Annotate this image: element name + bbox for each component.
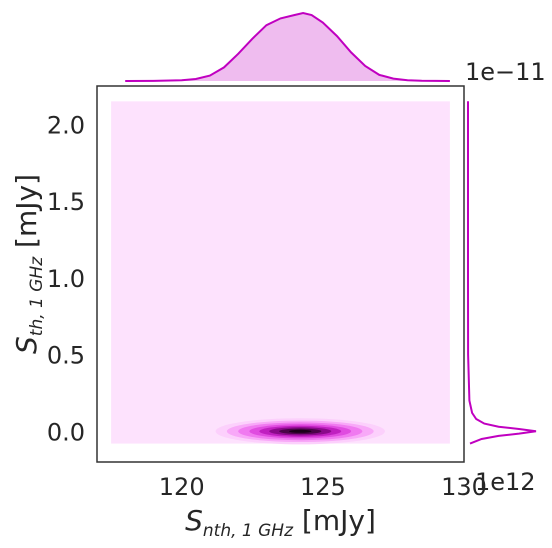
y-tick-label-1.0: 1.0 [47,265,85,293]
x-marginal-kde [125,11,450,82]
x-tick-label-125: 125 [300,473,346,501]
x-axis-ticks: 120 125 130 [159,473,487,501]
right-marginal-offset-text: 1e12 [475,468,536,496]
plot-frame [96,85,465,463]
x-marginal-fill [125,13,450,81]
x-axis-label: Snth, 1 GHz [mJy] [185,504,376,541]
y-tick-label-0.0: 0.0 [47,418,85,446]
y-marginal-kde [467,101,537,445]
y-axis-label: Sth, 1 GHz [mJy] [10,174,47,354]
y-tick-label-2.0: 2.0 [47,111,85,139]
x-tick-label-120: 120 [159,473,205,501]
kde-contours [215,418,385,445]
x-tick-label-130: 130 [441,473,487,501]
kde-contour-level-8 [288,429,312,433]
y-offset-text: 1e−11 [465,58,546,86]
y-tick-label-1.5: 1.5 [47,188,85,216]
y-tick-label-0.5: 0.5 [47,342,85,370]
y-axis-ticks: 0.0 0.5 1.0 1.5 2.0 [47,111,85,446]
kde-density-region [111,101,450,444]
y-marginal-line [467,101,537,445]
x-marginal-line [125,11,450,82]
joint-plot [96,85,465,463]
